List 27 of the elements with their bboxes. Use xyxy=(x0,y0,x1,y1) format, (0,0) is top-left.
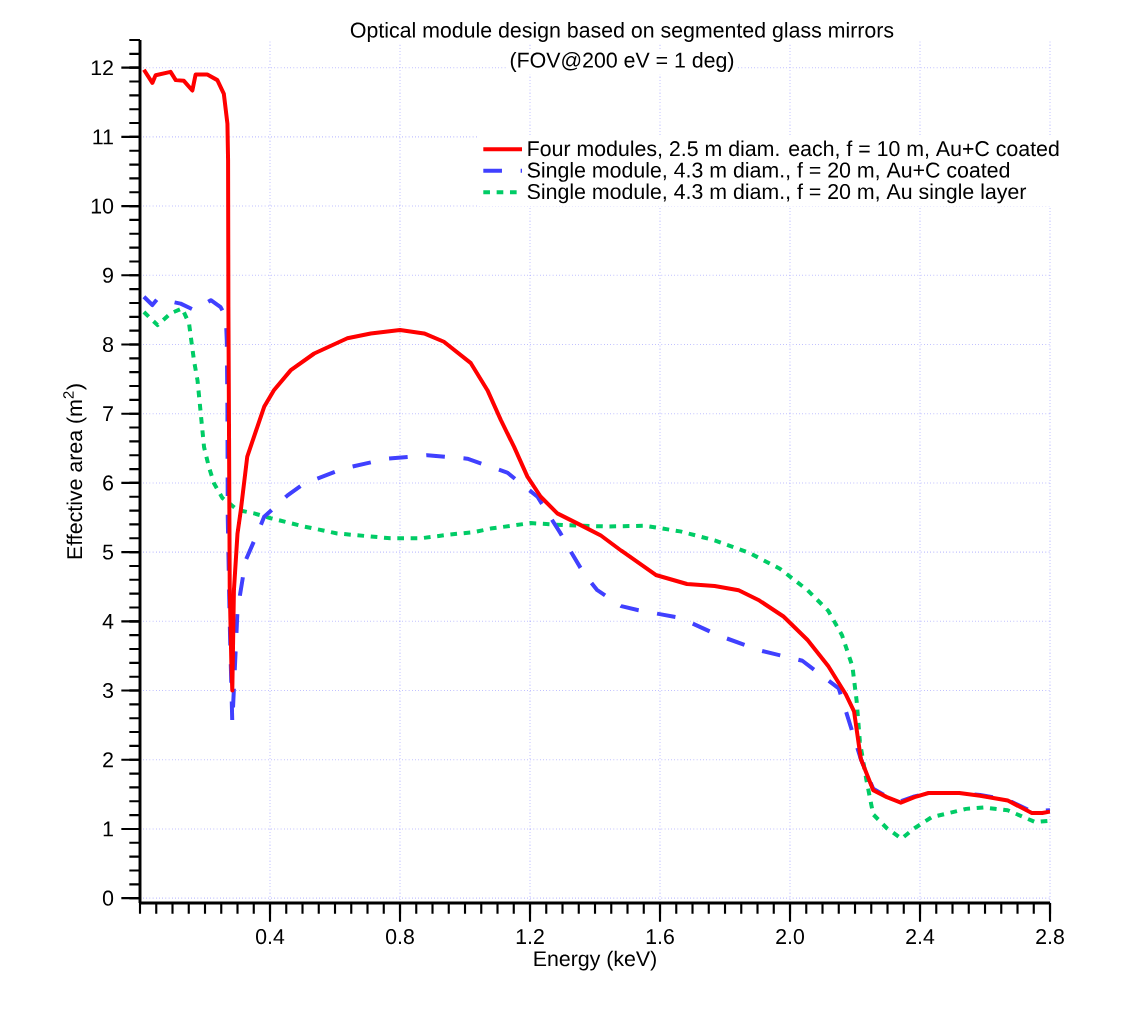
y-tick-label: 11 xyxy=(93,129,113,145)
legend-label: Single module, 4.3 m diam., f = 20 m, Au single layer xyxy=(527,183,1027,204)
y-tick-label: 6 xyxy=(103,475,114,491)
y-tick-label: 8 xyxy=(103,336,114,353)
y-tick-label: 3 xyxy=(102,682,114,699)
x-axis-title: Energy (keV) xyxy=(534,950,656,971)
x-tick-label: 2.4 xyxy=(906,929,935,944)
x-tick-label: 0.4 xyxy=(256,929,285,945)
x-tick-label: 2.0 xyxy=(776,929,804,945)
y-tick-label: 0 xyxy=(102,890,114,906)
x-tick-label: 1.2 xyxy=(516,929,544,944)
y-tick-label: 12 xyxy=(91,60,113,76)
y-tick-label: 7 xyxy=(103,406,113,422)
legend-label: Single module, 4.3 m diam., f = 20 m, Au+C coated xyxy=(527,161,1010,182)
x-tick-label: 0.8 xyxy=(386,929,414,945)
y-tick-label: 5 xyxy=(102,544,114,560)
text: (FOV@200 eV = 1 deg) xyxy=(510,52,734,72)
y-tick-label: 1 xyxy=(103,821,113,837)
legend-label: Four modules, 2.5 m diam. each, f = 10 m, Au+C coated xyxy=(528,140,1059,159)
y-tick-label: 9 xyxy=(103,267,113,283)
chart-title: Optical module design based on segmented glass mirrors xyxy=(350,22,894,42)
y-tick-label: 10 xyxy=(91,198,114,214)
y-tick-label: 2 xyxy=(103,752,113,768)
y-tick-label: 4 xyxy=(102,613,114,629)
x-tick-label: 2.8 xyxy=(1036,929,1064,945)
y-axis-title: Effective area (m$^{2}$) xyxy=(63,384,87,559)
x-tick-label: 1.6 xyxy=(646,929,674,945)
